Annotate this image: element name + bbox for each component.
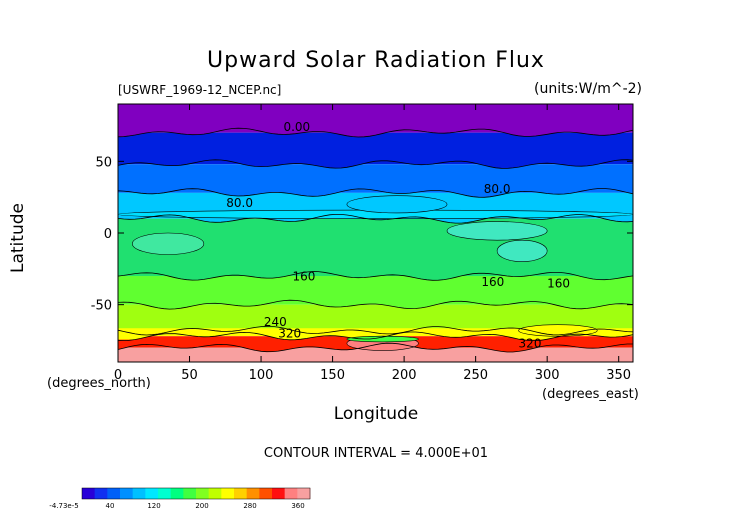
contour-line bbox=[118, 271, 633, 281]
colorbar-swatch bbox=[272, 488, 286, 499]
colorbar-swatch bbox=[196, 488, 210, 499]
contour-label: 160 bbox=[481, 275, 504, 289]
contour-line bbox=[118, 214, 633, 224]
units-label: (units:W/m^-2) bbox=[534, 81, 642, 97]
contour-label: 320 bbox=[519, 337, 542, 351]
contour-line bbox=[118, 325, 633, 336]
x-tick-label: 0 bbox=[114, 368, 122, 383]
band-edge bbox=[118, 124, 633, 137]
colorbar-swatch bbox=[259, 488, 273, 499]
contour-line bbox=[118, 127, 633, 138]
y-tick-label: 0 bbox=[104, 227, 112, 242]
colorbar-swatch bbox=[132, 488, 146, 499]
colorbar-swatch bbox=[170, 488, 184, 499]
contour-label: 160 bbox=[547, 276, 570, 290]
colorbar-swatch bbox=[94, 488, 108, 499]
x-axis-units: (degrees_east) bbox=[542, 387, 639, 402]
colorbar-swatch bbox=[120, 488, 134, 499]
x-tick-label: 50 bbox=[181, 368, 198, 383]
band-edge bbox=[118, 184, 633, 198]
colorbar-swatch bbox=[221, 488, 235, 499]
band-edge bbox=[118, 328, 633, 341]
colorbar-swatch bbox=[208, 488, 222, 499]
contour-patch bbox=[518, 324, 598, 337]
x-tick-label: 100 bbox=[249, 368, 274, 383]
x-tick-label: 150 bbox=[320, 368, 345, 383]
colorbar-swatch bbox=[82, 488, 96, 499]
colorbar: -4.73e-5 40 120 200 280 360 bbox=[49, 487, 311, 510]
colorbar-swatch bbox=[284, 488, 298, 499]
plot-area bbox=[118, 104, 633, 362]
x-tick-label: 300 bbox=[535, 368, 560, 383]
band-edge bbox=[118, 156, 633, 169]
colorbar-swatch bbox=[234, 488, 248, 499]
colorbar-frame bbox=[81, 487, 311, 500]
colorbar-swatch bbox=[158, 488, 172, 499]
contour-label: 160 bbox=[293, 269, 316, 283]
x-tick-label: 250 bbox=[463, 368, 488, 383]
latitude-band bbox=[118, 218, 633, 276]
contour-line bbox=[118, 159, 633, 169]
contour-line bbox=[118, 331, 633, 342]
colorbar-swatch bbox=[297, 488, 311, 499]
contour-patch bbox=[346, 195, 448, 214]
contour-label: 80.0 bbox=[484, 182, 511, 196]
y-tick-label: 50 bbox=[95, 155, 112, 170]
colorbar-swatch bbox=[246, 488, 260, 499]
contour-patch bbox=[496, 239, 548, 262]
contour-lines bbox=[118, 127, 633, 353]
contour-patch bbox=[132, 232, 205, 255]
colorbar-label: 200 bbox=[195, 502, 208, 510]
chart-title: Upward Solar Radiation Flux bbox=[207, 48, 545, 73]
colorbar-swatch bbox=[183, 488, 197, 499]
colorbar-label: 360 bbox=[291, 502, 304, 510]
x-tick-label: 200 bbox=[392, 368, 417, 383]
file-name-label: [USWRF_1969-12_NCEP.nc] bbox=[118, 83, 282, 97]
contour-line bbox=[118, 188, 633, 198]
contour-label: 0.00 bbox=[283, 120, 310, 134]
y-axis-units: (degrees_north) bbox=[47, 376, 151, 391]
y-tick-label: -50 bbox=[91, 299, 112, 314]
colorbar-label: 40 bbox=[106, 502, 115, 510]
colorbar-label: 120 bbox=[147, 502, 160, 510]
contour-patch bbox=[346, 335, 419, 343]
x-tick-label: 350 bbox=[606, 368, 631, 383]
colorbar-swatch bbox=[107, 488, 121, 499]
contour-label: 80.0 bbox=[226, 196, 253, 210]
contour-label: 240 bbox=[264, 315, 287, 329]
axis-ticks: 0 50 100 150 200 250 300 350 50 0 -50 bbox=[91, 104, 633, 383]
band-edge bbox=[118, 268, 633, 281]
band-edge bbox=[118, 339, 633, 352]
contour-interval-label: CONTOUR INTERVAL = 4.000E+01 bbox=[263, 446, 489, 461]
colorbar-label: -4.73e-5 bbox=[49, 502, 78, 510]
contour-line bbox=[118, 342, 633, 353]
colorbar-swatch bbox=[145, 488, 159, 499]
colorbar-label: 280 bbox=[243, 502, 256, 510]
contour-line bbox=[118, 299, 633, 310]
x-axis-label: Longitude bbox=[333, 404, 419, 424]
contour-label: 320 bbox=[278, 327, 301, 341]
contour-patch bbox=[446, 221, 548, 241]
